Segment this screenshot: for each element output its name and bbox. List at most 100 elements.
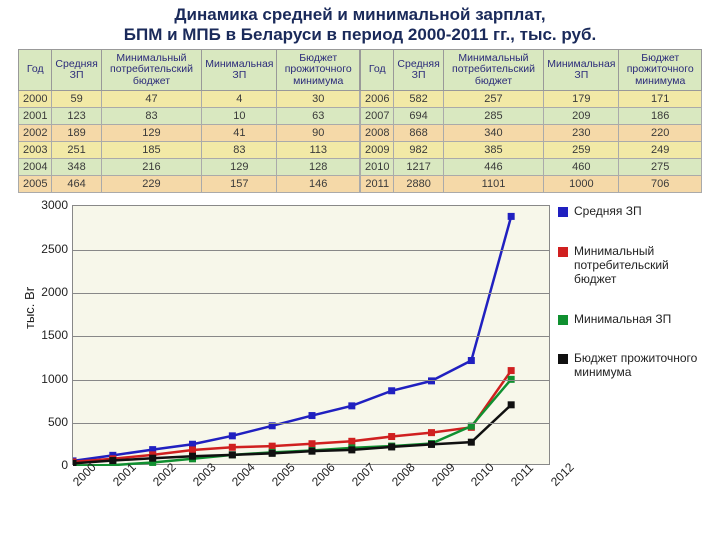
table-row: 2006582257179171 [361,91,702,108]
y-tick-label: 0 [18,458,68,472]
cell: 59 [52,91,101,108]
cell: 129 [101,125,202,142]
cell: 2005 [19,176,52,193]
cell: 220 [619,125,702,142]
cell: 216 [101,159,202,176]
cell: 171 [619,91,702,108]
cell: 157 [202,176,277,193]
cell: 251 [52,142,101,159]
marker [73,460,77,466]
table-row: 2001123831063 [19,108,360,125]
marker [388,433,395,440]
table-row: 20101217446460275 [361,159,702,176]
line-chart: тыс. Br 050010001500200025003000 2000200… [18,199,702,504]
cell: 385 [443,142,544,159]
gridline [73,423,549,424]
marker [309,441,316,448]
cell: 41 [202,125,277,142]
x-tick-label: 2012 [548,461,577,490]
cell: 275 [619,159,702,176]
col-header: Год [361,49,394,91]
legend-label: Минимальная ЗП [574,313,671,327]
col-header: Средняя ЗП [52,49,101,91]
y-tick-label: 500 [18,415,68,429]
legend-item: Минимальный потребительский бюджет [558,245,702,286]
legend-label: Минимальный потребительский бюджет [574,245,702,286]
table-right: ГодСредняя ЗПМинимальный потребительский… [360,49,702,194]
marker [468,423,475,430]
cell: 868 [394,125,443,142]
table-left: ГодСредняя ЗПМинимальный потребительский… [18,49,360,194]
marker [149,455,156,462]
marker [508,368,515,375]
marker [348,403,355,410]
legend-item: Средняя ЗП [558,205,702,219]
cell: 129 [202,159,277,176]
cell: 2006 [361,91,394,108]
table-row: 2011288011011000706 [361,176,702,193]
col-header: Бюджет прожиточного минимума [619,49,702,91]
series-line [73,405,511,464]
legend-label: Средняя ЗП [574,205,642,219]
cell: 582 [394,91,443,108]
marker [468,439,475,446]
marker [269,443,276,450]
marker [109,457,116,464]
cell: 83 [101,108,202,125]
col-header: Минимальная ЗП [544,49,619,91]
legend-marker [558,207,568,217]
marker [229,433,236,440]
legend-marker [558,247,568,257]
y-tick-label: 1500 [18,328,68,342]
cell: 30 [277,91,360,108]
cell: 257 [443,91,544,108]
cell: 464 [52,176,101,193]
col-header: Минимальный потребительский бюджет [443,49,544,91]
cell: 2003 [19,142,52,159]
data-tables: ГодСредняя ЗПМинимальный потребительский… [0,49,720,194]
cell: 249 [619,142,702,159]
plot-area [72,205,550,465]
marker [508,213,515,220]
cell: 10 [202,108,277,125]
cell: 982 [394,142,443,159]
cell: 229 [101,176,202,193]
gridline [73,250,549,251]
col-header: Минимальный потребительский бюджет [101,49,202,91]
cell: 2011 [361,176,394,193]
cell: 186 [619,108,702,125]
table-row: 2007694285209186 [361,108,702,125]
title-l2: БПМ и МПБ в Беларуси в период 2000-2011 … [124,25,596,44]
marker [348,447,355,454]
cell: 230 [544,125,619,142]
cell: 694 [394,108,443,125]
cell: 285 [443,108,544,125]
marker [229,444,236,451]
cell: 128 [277,159,360,176]
marker [428,441,435,448]
legend: Средняя ЗП Минимальный потребительский бю… [558,205,702,406]
legend-marker [558,315,568,325]
series-line [73,217,511,461]
cell: 706 [619,176,702,193]
col-header: Минимальная ЗП [202,49,277,91]
col-header: Средняя ЗП [394,49,443,91]
table-row: 20021891294190 [19,125,360,142]
cell: 2007 [361,108,394,125]
cell: 113 [277,142,360,159]
cell: 1000 [544,176,619,193]
page-title: Динамика средней и минимальной зарплат, … [0,0,720,49]
marker [269,450,276,457]
cell: 348 [52,159,101,176]
cell: 2004 [19,159,52,176]
gridline [73,293,549,294]
legend-label: Бюджет прожиточного минимума [574,352,702,380]
cell: 146 [277,176,360,193]
y-tick-label: 2000 [18,285,68,299]
cell: 1101 [443,176,544,193]
cell: 2001 [19,108,52,125]
gridline [73,380,549,381]
col-header: Бюджет прожиточного минимума [277,49,360,91]
legend-item: Минимальная ЗП [558,313,702,327]
legend-item: Бюджет прожиточного минимума [558,352,702,380]
